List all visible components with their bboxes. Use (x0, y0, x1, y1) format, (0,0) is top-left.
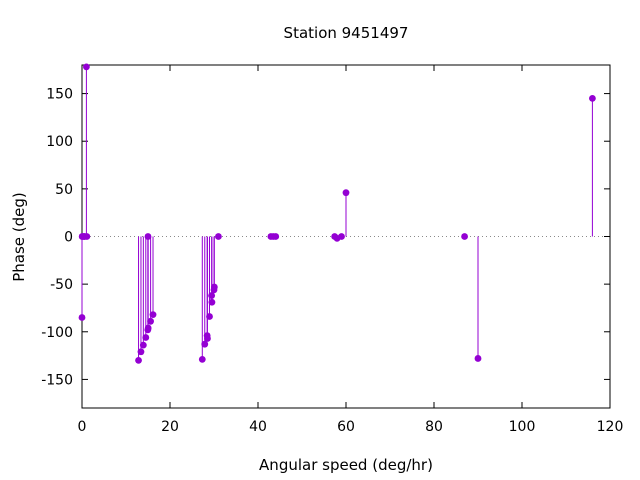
data-point (272, 233, 280, 240)
data-point (139, 341, 147, 349)
data-point (144, 324, 152, 332)
data-point (149, 311, 157, 319)
x-tick-label: 0 (78, 419, 87, 435)
data-point (83, 233, 91, 240)
x-tick-label: 40 (249, 419, 267, 435)
data-point (201, 340, 209, 348)
data-point (147, 317, 154, 325)
data-point (338, 233, 345, 240)
data-point (198, 356, 206, 363)
data-point (137, 348, 145, 356)
data-point (206, 313, 213, 320)
data-point (474, 355, 482, 362)
x-tick-label: 80 (425, 419, 443, 435)
x-tick-label: 100 (509, 419, 536, 435)
data-point (210, 283, 218, 291)
y-tick-label: -150 (41, 372, 73, 388)
data-point (589, 94, 596, 102)
data-point (83, 63, 90, 71)
data-point (215, 233, 222, 240)
data-point (208, 298, 216, 306)
x-tick-label: 120 (597, 419, 624, 435)
x-tick-label: 60 (337, 419, 355, 435)
data-point (342, 189, 350, 197)
y-tick-label: -100 (41, 325, 73, 341)
y-axis-title: Phase (deg) (10, 192, 28, 282)
y-tick-label: -50 (50, 277, 73, 293)
y-tick-label: 100 (46, 134, 73, 150)
x-tick-label: 20 (161, 419, 179, 435)
data-point (135, 356, 142, 364)
data-point (208, 292, 216, 299)
plot-area: 0 20 40 60 80 100 120 -150 -100 -50 0 50 100 150 (41, 63, 624, 435)
data-point (78, 314, 86, 321)
y-tick-label: 50 (55, 182, 73, 198)
x-axis-title: Angular speed (deg/hr) (259, 456, 433, 474)
data-point (204, 335, 211, 342)
data-point (461, 233, 468, 240)
data-point (142, 334, 150, 341)
y-tick-label: 150 (46, 87, 73, 103)
chart-title: Station 9451497 (284, 24, 409, 42)
y-tick-label: 0 (64, 230, 73, 246)
